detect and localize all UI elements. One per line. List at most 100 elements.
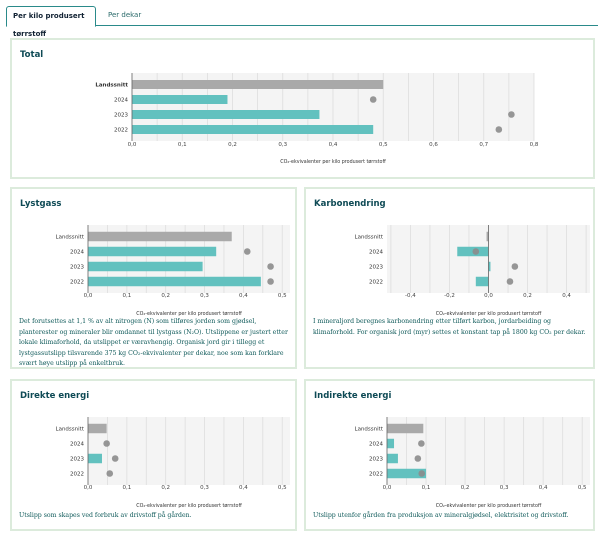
- y-tick-label: 2023: [114, 113, 128, 119]
- x-tick-label: 0,4: [539, 485, 548, 491]
- panel-lystgass: Lystgass 0,0 0,1 0,2 0,3 0,4 0,5 Landssnitt 202…: [10, 187, 297, 369]
- marker-dot: [418, 470, 426, 477]
- marker-dot: [508, 111, 515, 118]
- x-tick-label: -0,2: [444, 293, 455, 299]
- marker-dot: [243, 248, 251, 255]
- x-tick-label: 0,3: [278, 142, 287, 148]
- bar: [488, 261, 491, 272]
- y-tick-label: 2022: [369, 472, 383, 478]
- y-tick-label: Landssnitt: [56, 427, 85, 433]
- marker-dot: [369, 96, 377, 103]
- x-axis-label: CO₂-ekvivalenter per kilo produsert tørr…: [136, 311, 242, 317]
- x-tick-label: 0,6: [429, 142, 438, 148]
- panel-description: I mineraljord beregnes karbonendring ett…: [313, 318, 586, 336]
- x-tick-label: 0,4: [562, 293, 571, 299]
- x-tick-label: 0,0: [383, 485, 392, 491]
- panel-direkte-energi: Direkte energi 0,0 0,1 0,2 0,3 0,4 0,5 Landssn…: [10, 379, 297, 531]
- bar: [88, 261, 203, 272]
- x-tick-label: 0,0: [484, 293, 493, 299]
- panel-description: Det forutsettes at 1,1 % av alt nitrogen…: [19, 318, 288, 367]
- panel-description: Utslipp utenfor gården fra produksjon av…: [313, 512, 569, 519]
- x-tick-label: 0,0: [84, 293, 93, 299]
- x-tick-label: 0,2: [161, 293, 170, 299]
- x-tick-label: 0,1: [122, 293, 131, 299]
- x-tick-label: 0,3: [500, 485, 509, 491]
- panel-indirekte-energi: Indirekte energi 0,0 0,1 0,2 0,3 0,4 0,5 Lands…: [304, 379, 595, 531]
- x-tick-label: 0,1: [178, 142, 187, 148]
- y-tick-label: Landssnitt: [95, 83, 128, 89]
- bar: [132, 80, 384, 89]
- marker-dot: [106, 470, 114, 477]
- y-tick-label: 2022: [369, 280, 383, 286]
- tab-bar: Per kilo produsert tørrstoff Per dekar: [6, 6, 598, 38]
- tab-per-kilo[interactable]: Per kilo produsert tørrstoff: [6, 6, 96, 38]
- x-tick-label: 0,8: [530, 142, 539, 148]
- y-tick-label: 2022: [114, 128, 128, 134]
- x-axis-label: CO₂-ekvivalenter per kilo produsert tørr…: [436, 311, 542, 317]
- panel-title: Lystgass: [20, 199, 62, 209]
- x-axis-label: CO₂-ekvivalenter per kilo produsert tørr…: [436, 503, 542, 509]
- x-tick-label: 0,5: [578, 485, 587, 491]
- y-tick-label: 2023: [70, 265, 84, 271]
- y-tick-label: 2022: [70, 280, 84, 286]
- bar: [88, 453, 102, 464]
- marker-dot: [414, 455, 422, 462]
- marker-dot: [103, 440, 110, 447]
- y-tick-label: 2024: [70, 250, 84, 256]
- y-tick-label: 2023: [70, 457, 84, 463]
- y-tick-label: 2022: [70, 472, 84, 478]
- bar: [387, 423, 424, 434]
- chart-direkte-energi: 0,0 0,1 0,2 0,3 0,4 0,5 Landssnitt 2024 2023 2022…: [56, 417, 290, 509]
- y-tick-label: 2024: [369, 442, 383, 448]
- bar: [132, 125, 374, 134]
- chart-lystgass: 0,0 0,1 0,2 0,3 0,4 0,5 Landssnitt 2024 2023 2022…: [56, 225, 290, 317]
- marker-dot: [267, 263, 274, 270]
- chart-karbonendring: -0,4 -0,2 0,0 0,2 0,4 Landssnitt 2024 2023 2022 C…: [355, 225, 590, 317]
- y-tick-label: 2023: [369, 457, 383, 463]
- x-tick-label: 0,2: [228, 142, 237, 148]
- tab-per-dekar[interactable]: Per dekar: [108, 11, 142, 19]
- x-tick-label: -0,4: [405, 293, 416, 299]
- y-tick-label: 2024: [114, 98, 128, 104]
- x-tick-label: 0,3: [200, 293, 209, 299]
- x-tick-label: 0,7: [479, 142, 488, 148]
- panel-karbonendring: Karbonendring -0,4 -0,2 0,0 0,2 0,4 Landssnit…: [304, 187, 595, 369]
- panel-title: Indirekte energi: [314, 391, 392, 401]
- x-tick-label: 0,2: [461, 485, 470, 491]
- marker-dot: [495, 126, 503, 133]
- bar: [88, 423, 107, 434]
- marker-dot: [511, 263, 519, 270]
- y-tick-label: Landssnitt: [355, 235, 384, 241]
- bar: [387, 453, 398, 464]
- x-axis-label: CO₂-ekvivalenter per kilo produsert tørr…: [280, 159, 386, 165]
- x-tick-label: 0,4: [239, 293, 248, 299]
- bar: [88, 246, 217, 257]
- marker-dot: [418, 440, 425, 447]
- x-tick-label: 0,5: [379, 142, 388, 148]
- x-tick-label: 0,5: [278, 485, 287, 491]
- bar: [486, 231, 489, 242]
- bar: [387, 438, 395, 449]
- x-tick-label: 0,0: [128, 142, 137, 148]
- bar: [132, 110, 320, 119]
- y-tick-label: 2024: [70, 442, 84, 448]
- panel-title: Karbonendring: [314, 199, 386, 209]
- panel-description: Utslipp som skapes ved forbruk av drivst…: [19, 512, 192, 519]
- marker-dot: [506, 278, 514, 285]
- x-tick-label: 0,2: [161, 485, 170, 491]
- bar: [387, 468, 427, 479]
- y-tick-label: Landssnitt: [355, 427, 384, 433]
- x-tick-label: 0,1: [122, 485, 131, 491]
- x-tick-label: 0,2: [523, 293, 532, 299]
- x-tick-label: 0,4: [329, 142, 338, 148]
- marker-dot: [267, 278, 274, 285]
- panel-title: Direkte energi: [20, 391, 90, 401]
- marker-dot: [111, 455, 119, 462]
- y-tick-label: 2024: [369, 250, 383, 256]
- x-tick-label: 0,0: [84, 485, 93, 491]
- chart-indirekte-energi: 0,0 0,1 0,2 0,3 0,4 0,5 Landssnitt 2024 2023 2022…: [355, 417, 590, 509]
- x-tick-label: 0,1: [422, 485, 431, 491]
- plot-background: [88, 417, 290, 485]
- bar: [475, 276, 489, 287]
- bar: [132, 95, 228, 104]
